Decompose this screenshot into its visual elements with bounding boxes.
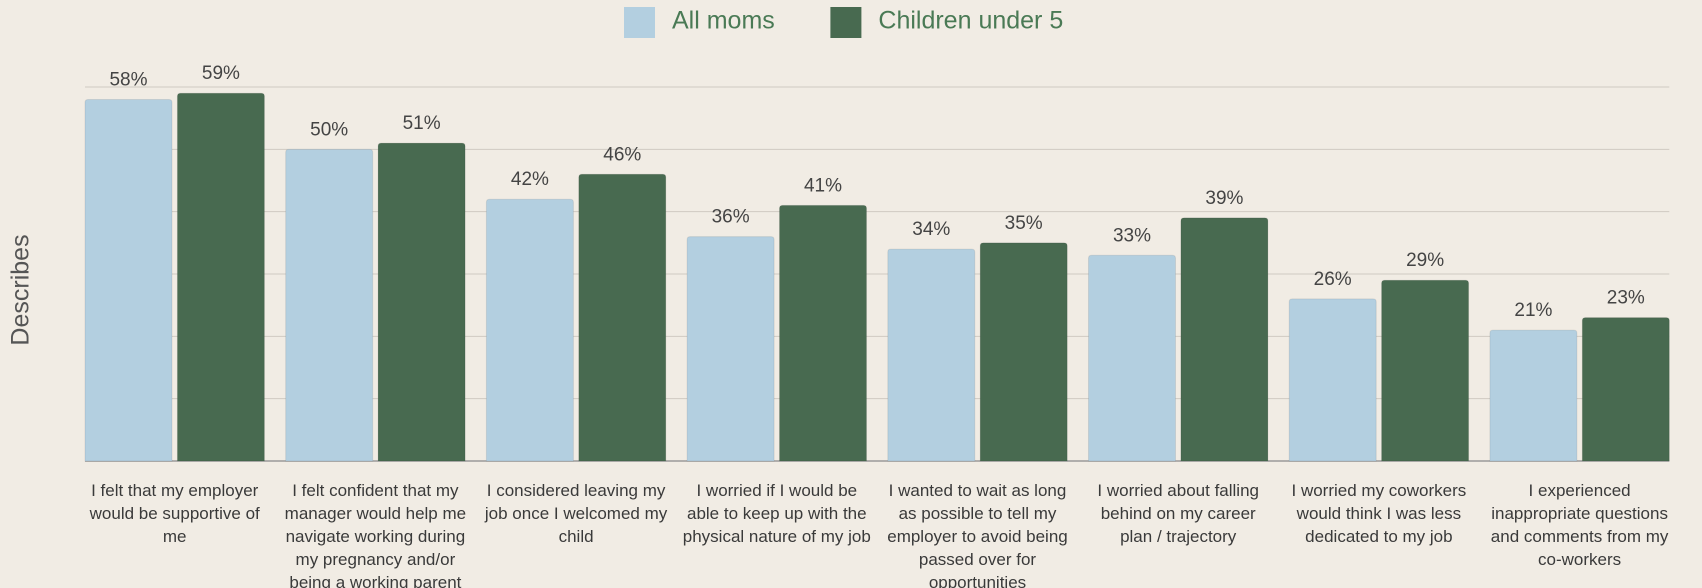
value-label: 42% [511,169,549,190]
x-tick-label: I wanted to wait as long as possible to … [887,481,1068,588]
bar [485,198,574,462]
value-label: 29% [1406,250,1444,271]
legend-swatch [830,7,862,38]
x-tick-label: I worried about falling behind on my car… [1097,481,1259,546]
value-label: 59% [202,63,240,84]
legend-label: Children under 5 [878,7,1063,35]
value-label: 34% [912,219,950,240]
bar [578,173,667,462]
value-label: 46% [603,144,641,165]
value-label: 58% [109,69,147,90]
x-tick-label: I felt that my employer would be support… [89,481,260,546]
bar [779,204,867,462]
value-label: 41% [804,175,842,196]
value-label: 36% [712,207,750,228]
bar [1581,317,1670,462]
x-tick-label: I considered leaving my job once I welco… [484,481,668,546]
value-label: 23% [1607,288,1645,309]
y-axis-label: Describes [7,234,35,345]
value-label: 50% [310,119,348,140]
bar [686,236,775,462]
bar [377,142,466,462]
value-label: 39% [1205,188,1243,209]
value-label: 35% [1005,213,1043,234]
bar [285,148,374,462]
x-tick-label: I felt confident that my manager would h… [284,481,467,588]
x-tick-label: I worried if I would be able to keep up … [682,481,871,546]
x-tick-label: I worried my coworkers would think I was… [1291,481,1467,546]
bar [1288,298,1377,462]
bar [176,92,265,462]
legend-label: All moms [672,7,775,35]
bar [1381,279,1470,462]
bar [84,98,173,462]
bar [1180,217,1269,462]
bar [1088,254,1176,462]
value-label: 51% [403,113,441,134]
value-label: 26% [1314,269,1352,290]
x-tick-label: I experienced inappropriate questions an… [1490,481,1669,569]
value-label: 33% [1113,225,1151,246]
bar [887,248,976,462]
bar [1489,329,1578,462]
value-label: 21% [1514,300,1552,321]
legend-swatch [624,7,655,38]
bar [979,242,1068,462]
